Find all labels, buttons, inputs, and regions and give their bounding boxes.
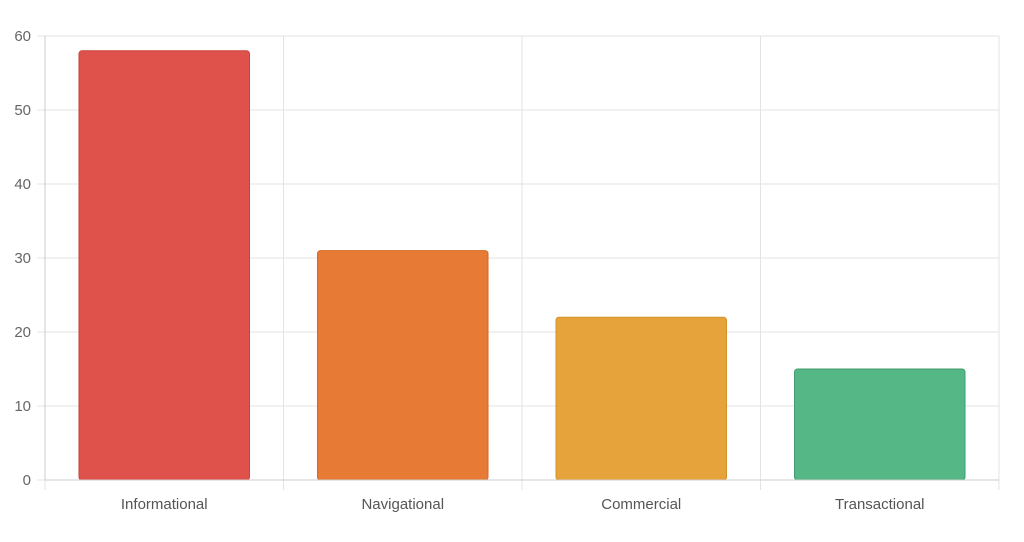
x-tick-label: Commercial [601, 496, 681, 513]
y-tick-label: 50 [14, 102, 31, 119]
y-tick-label: 20 [14, 324, 31, 341]
y-tick-label: 10 [14, 398, 31, 415]
bar-transactional[interactable] [793, 368, 966, 481]
tick-labels: 0 10 20 30 40 50 60 Informational Navigational Co… [14, 28, 924, 513]
y-tick-label: 60 [14, 28, 31, 45]
x-tick-label: Navigational [361, 496, 444, 513]
axes [44, 36, 999, 481]
y-tick-label: 40 [14, 176, 31, 193]
x-tick-label: Informational [121, 496, 208, 513]
bar-commercial[interactable] [555, 316, 728, 481]
x-tick-label: Transactional [835, 496, 925, 513]
y-tick-label: 30 [14, 250, 31, 267]
y-tick-label: 0 [23, 472, 31, 489]
bar-informational[interactable] [78, 50, 251, 481]
bars [78, 50, 966, 481]
bar-navigational[interactable] [316, 250, 489, 481]
